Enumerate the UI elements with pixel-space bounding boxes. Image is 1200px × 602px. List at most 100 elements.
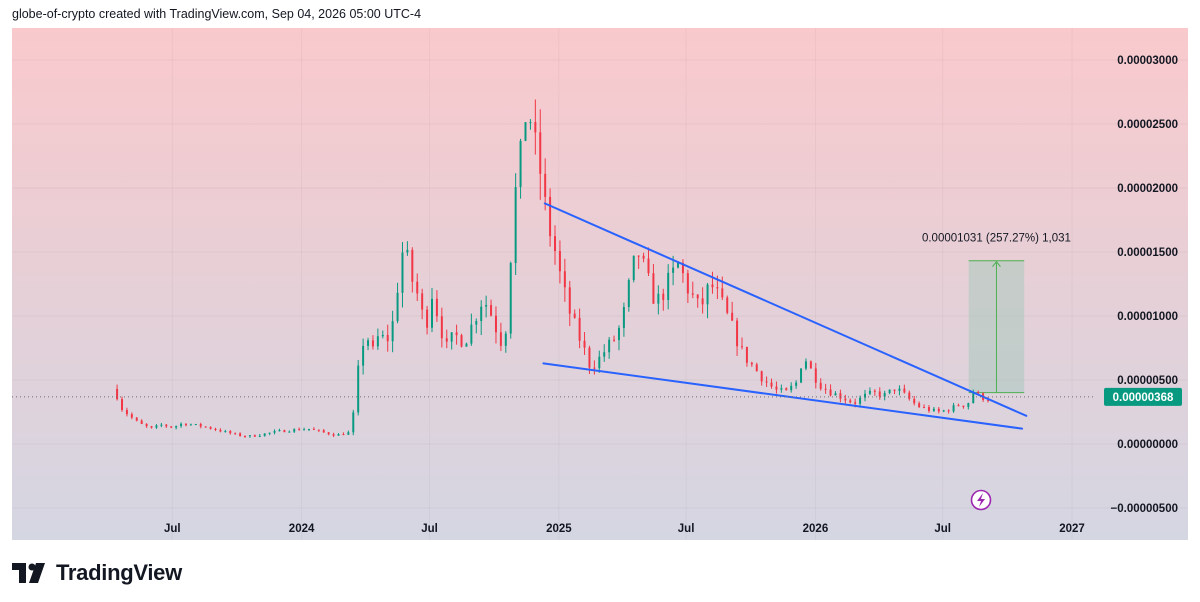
candle [967,402,970,410]
candle [327,431,330,436]
candle-body [130,414,133,418]
last-price-tag[interactable] [1104,387,1182,406]
candle [691,281,694,299]
candle [873,389,876,396]
candle-body [116,388,119,400]
candle-body [347,432,350,435]
candle-body [180,423,183,427]
candle [952,402,955,413]
candle [214,427,217,432]
candle-body [942,410,945,412]
candle [918,401,921,408]
candle-body [745,346,748,363]
candle-body [987,399,990,401]
candle [175,425,178,430]
candle-body [563,271,566,288]
candle [396,282,399,324]
candle [268,432,271,436]
candle [864,389,867,402]
candle [706,282,709,319]
candle-body [121,399,124,410]
candle [386,324,389,352]
candle-body [224,431,227,433]
candle [711,271,714,294]
candle-body [573,313,576,318]
candle [647,247,650,277]
candle [927,404,930,413]
x-tick-label: 2024 [289,523,315,535]
candle-body [750,362,753,365]
candle-body [672,267,675,273]
candle-body [426,309,429,328]
candle [509,261,512,339]
candle-body [239,433,242,437]
candle [578,308,581,349]
y-tick-label: 0.00003000 [1117,55,1178,67]
candle [504,331,507,353]
candle [322,428,325,433]
candle-body [209,426,212,429]
candle [416,273,419,301]
candle [480,300,483,336]
candle-body [873,390,876,392]
candle-body [288,431,291,433]
candle [563,258,566,302]
candle-body [898,388,901,391]
candle-body [140,420,143,424]
candle-body [622,307,625,328]
candle-body [583,340,586,348]
candle-body [804,361,807,369]
candle [293,428,296,433]
candle [494,306,497,344]
candle-body [613,339,616,341]
candle-body [617,327,620,341]
candle [898,385,901,396]
price-chart[interactable]: 0.00001031 (257.27%) 1,031 0.00003000 0.0… [12,28,1188,540]
candle-body [258,435,261,437]
candle [524,122,527,142]
trendline-lower[interactable] [542,362,1024,430]
candle [371,335,374,350]
candle-body [480,306,483,322]
candle [662,288,665,311]
candle [804,358,807,371]
candle [337,433,340,436]
x-tick-label: Jul [421,523,438,535]
lightning-icon[interactable] [970,489,992,511]
candle [145,423,148,428]
candle [376,328,379,350]
trendline-upper[interactable] [543,202,1028,417]
candle [549,188,552,247]
candle-body [603,352,606,357]
candle [632,255,635,283]
candle [121,396,124,412]
candle [740,337,743,350]
candle-body [839,393,842,399]
candle [130,412,133,420]
candle [455,324,458,345]
candle-body [386,334,389,342]
candle [519,138,522,199]
candle [539,109,542,200]
candle-body [696,294,699,299]
candle [391,310,394,353]
candle-body [967,403,970,407]
candle [199,422,202,429]
candle-body [918,403,921,408]
chart-area[interactable]: 0.00001031 (257.27%) 1,031 0.00003000 0.0… [12,28,1188,540]
candle [155,424,158,429]
candle [568,280,571,327]
candle-body [234,433,237,435]
candle [140,419,143,425]
measure-label: 0.00001031 (257.27%) 1,031 [922,233,1071,245]
candle [903,384,906,394]
candle [780,384,783,393]
candle [642,252,645,263]
candle-body [908,392,911,399]
candle-body [189,424,192,426]
y-tick-label: 0.00001500 [1117,247,1178,259]
candle [116,384,119,401]
candle-body [691,293,694,295]
candle [652,264,655,304]
candle-body [145,423,148,427]
